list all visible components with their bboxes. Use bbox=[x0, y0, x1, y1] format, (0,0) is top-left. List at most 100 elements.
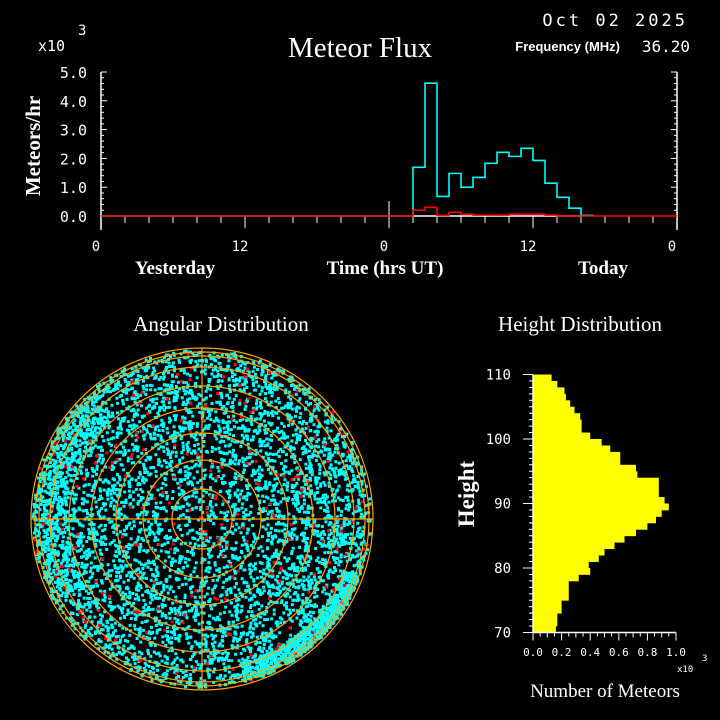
angular-point bbox=[174, 415, 177, 419]
angular-point bbox=[274, 528, 278, 532]
angular-point bbox=[102, 439, 106, 443]
angular-point bbox=[265, 566, 269, 570]
angular-point bbox=[170, 385, 174, 389]
angular-point bbox=[313, 591, 317, 595]
angular-point bbox=[333, 566, 336, 569]
angular-point bbox=[164, 387, 168, 391]
angular-point bbox=[117, 509, 121, 513]
angular-point bbox=[94, 438, 98, 442]
angular-point bbox=[119, 442, 123, 446]
angular-point bbox=[73, 474, 77, 477]
angular-point bbox=[307, 588, 310, 592]
angular-point bbox=[257, 476, 261, 480]
angular-point bbox=[360, 556, 364, 560]
angular-point bbox=[174, 450, 178, 454]
angular-point bbox=[167, 371, 170, 375]
angular-point bbox=[159, 434, 163, 438]
angular-point bbox=[142, 425, 145, 429]
angular-point bbox=[256, 590, 260, 594]
angular-point bbox=[173, 609, 177, 612]
angular-point bbox=[50, 519, 54, 523]
angular-point bbox=[110, 468, 114, 471]
angular-point bbox=[236, 367, 240, 370]
angular-point bbox=[136, 408, 140, 412]
angular-point bbox=[351, 555, 355, 559]
angular-point bbox=[209, 357, 213, 361]
angular-point bbox=[225, 402, 229, 406]
angular-point bbox=[313, 578, 317, 582]
angular-point bbox=[285, 607, 289, 611]
angular-point bbox=[156, 506, 159, 510]
angular-point bbox=[76, 602, 80, 606]
angular-point bbox=[303, 613, 307, 617]
angular-point bbox=[233, 493, 237, 497]
angular-point bbox=[99, 494, 102, 498]
angular-point bbox=[115, 584, 119, 588]
angular-point bbox=[247, 373, 251, 377]
angular-point bbox=[246, 645, 250, 649]
angular-point bbox=[195, 642, 199, 646]
angular-point bbox=[239, 564, 243, 568]
angular-point bbox=[268, 459, 271, 463]
angular-point bbox=[331, 453, 335, 457]
angular-point bbox=[203, 368, 207, 372]
angular-point bbox=[87, 548, 91, 551]
angular-point bbox=[99, 523, 103, 527]
angular-point bbox=[304, 400, 308, 404]
angular-point bbox=[243, 580, 246, 584]
angular-point bbox=[138, 470, 142, 474]
angular-point bbox=[201, 604, 205, 608]
angular-point bbox=[109, 489, 112, 493]
angular-point bbox=[147, 561, 151, 565]
angular-point bbox=[310, 473, 314, 477]
angular-point bbox=[123, 592, 127, 596]
angular-point bbox=[277, 553, 281, 557]
angular-point bbox=[291, 598, 295, 602]
angular-point bbox=[339, 513, 343, 517]
angular-point bbox=[231, 620, 235, 624]
angular-point bbox=[299, 412, 303, 416]
angular-point bbox=[90, 585, 94, 589]
angular-point bbox=[145, 428, 149, 432]
angular-point bbox=[93, 536, 96, 539]
angular-point bbox=[90, 633, 94, 637]
angular-point bbox=[56, 572, 60, 576]
angular-point bbox=[221, 657, 225, 661]
angular-point bbox=[177, 636, 181, 640]
angular-point bbox=[249, 603, 253, 607]
angular-point bbox=[192, 396, 196, 400]
angular-point bbox=[212, 680, 215, 684]
angular-point bbox=[217, 650, 221, 654]
angular-point bbox=[261, 525, 265, 529]
angular-point bbox=[109, 380, 113, 384]
angular-point bbox=[261, 624, 265, 628]
angular-point bbox=[180, 570, 184, 574]
angular-point bbox=[139, 586, 143, 590]
angular-point bbox=[256, 368, 260, 371]
angular-point bbox=[272, 585, 276, 589]
angular-point bbox=[194, 629, 198, 633]
angular-point bbox=[81, 502, 85, 506]
angular-point bbox=[250, 417, 253, 420]
angular-point bbox=[32, 503, 36, 506]
angular-point bbox=[173, 666, 177, 670]
angular-point bbox=[218, 427, 222, 431]
angular-point bbox=[41, 495, 45, 499]
angular-point bbox=[251, 524, 255, 528]
angular-point bbox=[132, 524, 136, 528]
angular-point bbox=[128, 623, 132, 627]
angular-point bbox=[64, 476, 68, 479]
angular-point bbox=[89, 454, 93, 458]
angular-point bbox=[102, 503, 106, 507]
angular-point bbox=[350, 442, 354, 446]
angular-point bbox=[251, 360, 255, 364]
angular-point bbox=[126, 578, 130, 582]
angular-point bbox=[74, 435, 77, 439]
angular-point bbox=[206, 514, 210, 518]
angular-point bbox=[279, 562, 283, 566]
angular-point bbox=[95, 602, 99, 606]
angular-point bbox=[92, 528, 96, 532]
angular-point bbox=[188, 529, 192, 533]
angular-point bbox=[115, 384, 119, 388]
angular-point bbox=[182, 490, 186, 494]
